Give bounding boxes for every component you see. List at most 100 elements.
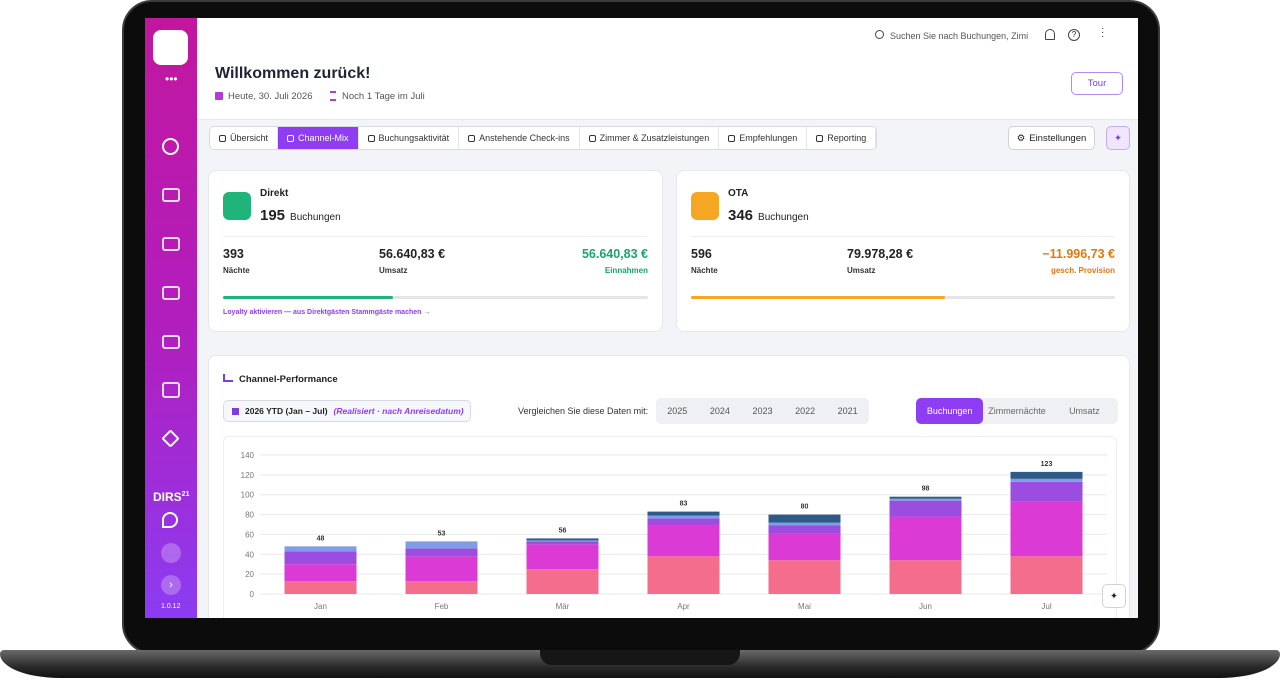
tour-button[interactable]: Tour [1071, 72, 1123, 95]
tab-icon [816, 134, 824, 142]
tab-icon [468, 134, 476, 142]
metric-option[interactable]: Zimmernächte [988, 406, 1046, 416]
period-chip[interactable]: 2026 YTD (Jan – Jul) (Realisiert · nach … [223, 400, 471, 422]
booking-count: 346 Buchungen [728, 207, 809, 224]
metric-option[interactable]: Umsatz [1069, 406, 1100, 416]
progress-fill [691, 296, 946, 299]
bar-segment [768, 533, 841, 561]
hourglass-icon [330, 91, 336, 101]
stat-label: Nächte [691, 266, 718, 275]
nav-item[interactable] [162, 188, 180, 202]
x-tick-label: Jul [1041, 602, 1051, 611]
x-tick-label: Jan [314, 602, 327, 611]
today: Heute, 30. Juli 2026 [228, 91, 313, 102]
compare-year[interactable]: 2025 [667, 406, 688, 416]
tab-label: Buchungsaktivität [378, 133, 450, 143]
perf-icon [223, 374, 233, 382]
bar-segment [405, 556, 478, 582]
bar-segment [526, 540, 599, 542]
compare-year[interactable]: 2022 [795, 406, 816, 416]
expand-sidebar[interactable]: › [161, 575, 181, 595]
compare-year[interactable]: 2024 [709, 406, 730, 416]
bar-segment [768, 522, 841, 526]
bar-segment [526, 541, 599, 545]
nav-item[interactable] [162, 237, 180, 251]
compare-label: Vergleichen Sie diese Daten mit: [518, 406, 649, 416]
help[interactable]: ? [1068, 29, 1080, 41]
tab[interactable]: Buchungsaktivität [359, 127, 460, 149]
nav-item[interactable] [162, 335, 180, 349]
search-input[interactable]: Suchen Sie nach Buchungen, Zimi [890, 31, 1029, 41]
version: 1.0.12 [161, 603, 181, 610]
bar-segment [1010, 471, 1083, 479]
nav-calendar[interactable] [162, 382, 180, 398]
x-tick-label: Feb [435, 602, 449, 611]
divider [691, 236, 1115, 237]
ai-button[interactable]: ✦ [1102, 584, 1126, 608]
settings-label: Einstellungen [1029, 132, 1087, 144]
tab[interactable]: Empfehlungen [719, 127, 808, 149]
bar-segment [405, 548, 478, 557]
y-tick-label: 120 [241, 471, 255, 480]
tab-label: Channel-Mix [298, 133, 349, 143]
compare-year[interactable]: 2023 [752, 406, 773, 416]
tab[interactable]: Übersicht [210, 127, 279, 149]
bar-segment [1010, 501, 1083, 557]
bar-segment [889, 496, 962, 499]
compare-year[interactable]: 2021 [837, 406, 858, 416]
divider [223, 236, 648, 237]
x-tick-label: Mär [556, 602, 570, 611]
bar-segment [889, 498, 962, 501]
performance-card: Channel-Performance 2026 YTD (Jan – Jul)… [208, 355, 1130, 618]
tab-label: Reporting [827, 133, 867, 143]
stat-value: −11.996,73 € [1042, 247, 1115, 261]
tab[interactable]: Zimmer & Zusatzleistungen [580, 127, 720, 149]
bar-segment [1010, 478, 1083, 482]
stat-label: Nächte [223, 266, 250, 275]
bar-segment [284, 581, 357, 594]
bar-segment [768, 560, 841, 594]
screen: ••• DIRS21 › 1.0.12 Suchen Sie nach Buch… [145, 18, 1138, 618]
count-value: 195 [260, 207, 286, 224]
tab-icon [219, 134, 226, 142]
channel-title: Direkt [260, 188, 289, 199]
notifications[interactable] [1045, 29, 1055, 40]
brand-name: DIRS [153, 490, 182, 504]
magic-button[interactable]: ✦ [1106, 126, 1130, 150]
metric-option[interactable]: Buchungen [916, 398, 984, 424]
stat-label: Umsatz [379, 266, 408, 275]
total-label: 53 [438, 530, 446, 537]
perf-title: Channel-Performance [239, 374, 338, 385]
stat-value: 393 [223, 247, 244, 261]
toggle-theme[interactable] [161, 543, 181, 563]
tab[interactable]: Channel-Mix [278, 127, 359, 149]
stat-value: 596 [691, 247, 712, 261]
nav-item[interactable] [162, 286, 180, 300]
tab-icon [287, 134, 295, 142]
laptop-notch [540, 650, 740, 665]
logo[interactable] [153, 30, 188, 65]
sidebar: ••• DIRS21 › 1.0.12 [145, 18, 197, 618]
tab[interactable]: Reporting [807, 127, 877, 149]
nav-tag[interactable] [161, 429, 180, 448]
total-label: 83 [680, 501, 688, 508]
bar-segment [889, 516, 962, 561]
bar-segment [889, 500, 962, 517]
bar-segment [647, 515, 720, 519]
bar-segment [768, 525, 841, 534]
tab-label: Empfehlungen [739, 133, 798, 143]
nav-dashboard[interactable] [162, 138, 179, 155]
support-icon[interactable] [162, 512, 178, 528]
calendar-icon [215, 92, 223, 100]
tab-bar: Übersicht Channel-Mix Buchungsaktivität Ans… [209, 126, 878, 150]
total-label: 80 [801, 504, 809, 511]
bar-segment [647, 524, 720, 557]
tab[interactable]: Anstehende Check-ins [459, 127, 580, 149]
loyalty-link[interactable]: Loyalty aktivieren — aus Direktgästen St… [223, 309, 431, 316]
bar-segment [647, 518, 720, 525]
menu[interactable]: · · · [1101, 23, 1105, 42]
period-note: (Realisiert · nach Anreisedatum) [333, 406, 464, 416]
y-tick-label: 0 [250, 590, 255, 599]
more-dots[interactable]: ••• [165, 72, 178, 86]
settings-button[interactable]: ⚙ Einstellungen [1008, 126, 1095, 150]
